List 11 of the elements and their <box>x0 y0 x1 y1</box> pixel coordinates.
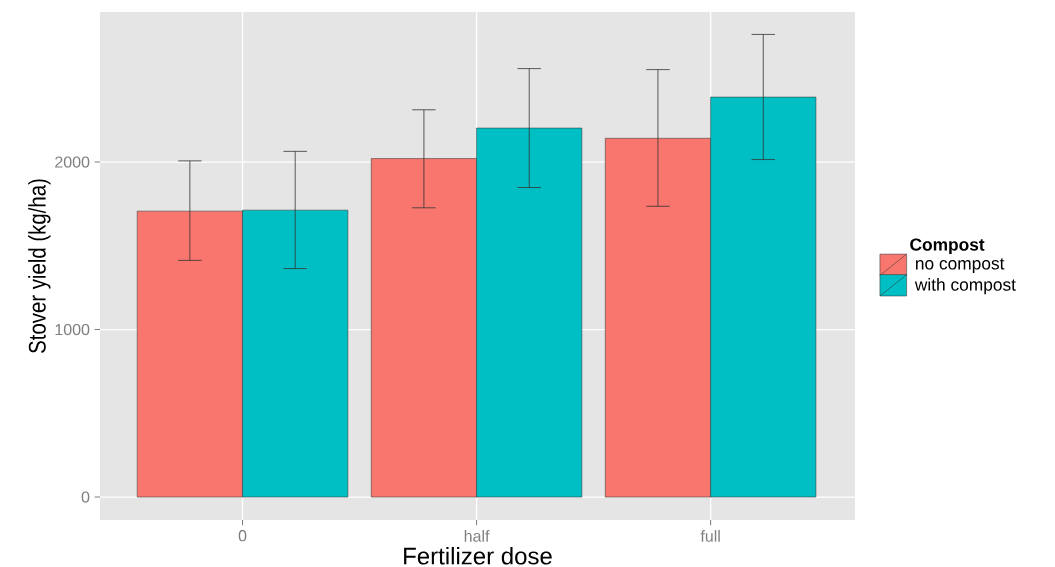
legend-label: no compost <box>916 258 1005 273</box>
legend-label: with compost <box>914 278 1016 295</box>
legend-title: Compost <box>910 238 985 255</box>
x-tick-label: half <box>464 530 490 542</box>
x-tick-label: 0 <box>238 530 247 542</box>
y-tick-label: 1000 <box>55 323 90 336</box>
x-tick-label: full <box>700 530 720 542</box>
y-axis-title: Stover yield (kg/ha) <box>28 179 51 353</box>
y-tick-label: 2000 <box>55 156 90 168</box>
y-tick-label: 0 <box>81 491 90 503</box>
x-axis-title: Fertilizer dose <box>404 546 552 565</box>
